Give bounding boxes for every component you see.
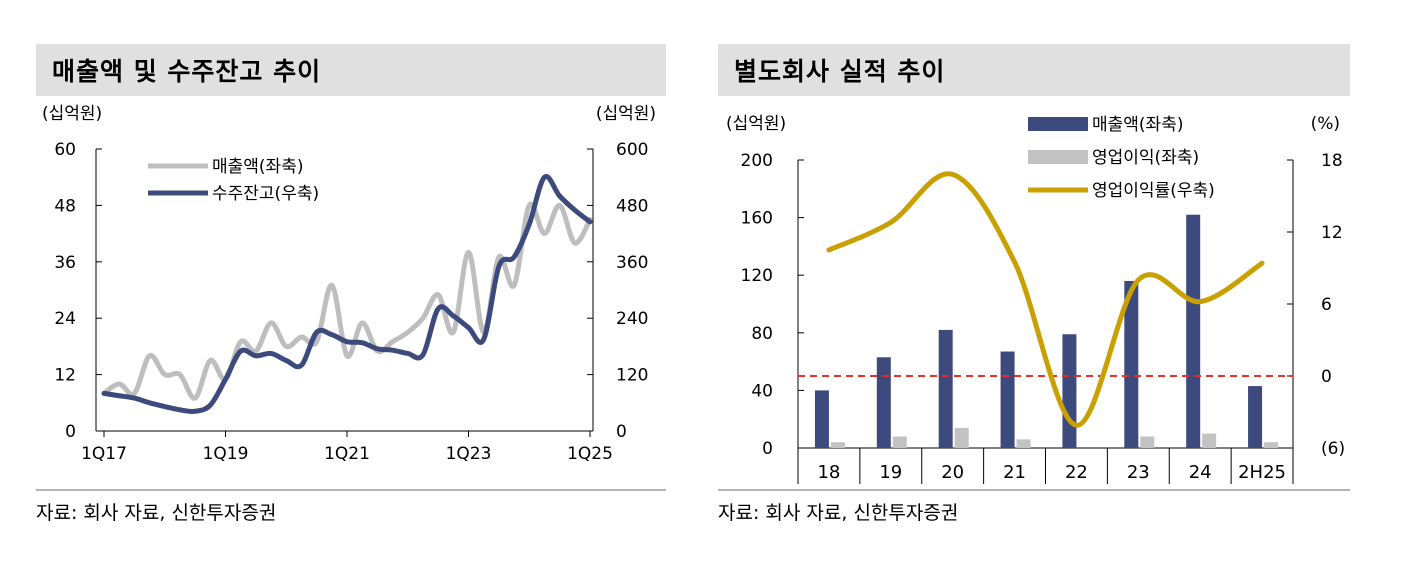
y-right-tick-label: 120 [616,366,648,386]
x-tick-label: 1Q19 [203,444,249,464]
sales-line [101,201,593,401]
x-tick-label: 1Q23 [446,444,492,464]
y-left-tick-label: 0 [762,439,773,459]
legend-label: 매출액(좌축) [1092,115,1183,135]
y-right-tick-label: 12 [1321,223,1343,243]
divider [718,489,1350,491]
panel-title: 매출액 및 수주잔고 추이 [36,44,666,96]
y-right-tick-label: 600 [616,140,648,160]
y-left-unit: (십억원) [726,114,786,134]
sales-backlog-chart: (십억원) (십억원)0122436486001202403604806001Q1… [42,104,656,464]
y-left-tick-label: 48 [54,196,76,216]
y-left-tick-label: 80 [751,324,773,344]
separate-earnings-chart: (십억원) (%) 0 40 80 120 160 200 (6) 0 6 12 18 18 19 20 21 2… [726,114,1345,484]
y-right-unit: (%) [1311,114,1340,134]
x-tick-label: 2H25 [1238,462,1286,483]
operating-profit-bar [892,436,907,448]
y-right-tick-label: 480 [616,196,648,216]
operating-profit-bar [954,427,969,448]
y-right-unit: (십억원) [596,104,656,124]
x-tick-label: 19 [879,462,902,483]
legend-swatch [1028,150,1088,164]
separate-earnings-panel: 별도회사 실적 추이 (십억원) (%) 0 40 80 120 160 200 (6) 0 6 12… [718,44,1350,484]
y-left-tick-label: 36 [54,253,76,273]
sales-bar [814,390,829,448]
legend-label: 영업이익(좌축) [1092,148,1199,168]
sales-bar [876,357,891,448]
y-right-tick-label: (6) [1321,439,1345,459]
y-right-tick-label: 0 [616,422,627,442]
y-right-tick-label: 6 [1321,295,1332,315]
divider [36,489,666,491]
operating-profit-bar [1016,439,1031,448]
x-tick-label: 24 [1189,462,1212,483]
y-left-tick-label: 12 [54,366,76,386]
x-tick-label: 1Q25 [567,444,613,464]
x-tick-label: 18 [817,462,840,483]
operating-margin-line [826,171,1265,428]
operating-profit-bar [1140,436,1155,448]
sales-bar [938,329,953,448]
sales-bar [1124,280,1139,448]
x-tick-label: 21 [1003,462,1026,483]
x-tick-label: 1Q17 [81,444,127,464]
y-right-tick-label: 0 [1321,367,1332,387]
y-left-tick-label: 120 [741,266,773,286]
source-note: 자료: 회사 자료, 신한투자증권 [718,502,959,524]
x-tick-label: 22 [1065,462,1088,483]
legend-label: 수주잔고(우축) [212,184,319,204]
y-left-tick-label: 60 [54,140,76,160]
operating-profit-bar [1264,442,1279,448]
y-left-tick-label: 160 [741,209,773,229]
backlog-line [101,173,593,414]
y-left-tick-label: 40 [751,381,773,401]
y-right-tick-label: 18 [1321,151,1343,171]
legend-label: 영업이익률(우축) [1092,181,1215,201]
panel-title: 별도회사 실적 추이 [718,44,1350,96]
operating-profit-bar [1202,433,1217,448]
sales-bar [1000,351,1015,448]
y-left-unit: (십억원) [42,104,102,124]
sales-bar [1248,386,1263,448]
y-right-tick-label: 240 [616,309,648,329]
x-tick-label: 23 [1127,462,1150,483]
operating-profit-bar [830,442,845,448]
x-tick-label: 1Q21 [324,444,370,464]
source-note: 자료: 회사 자료, 신한투자증권 [36,502,277,524]
sales-bar [1062,334,1077,448]
legend-label: 매출액(좌축) [212,157,303,177]
sales-bar [1186,214,1201,448]
y-left-tick-label: 200 [741,151,773,171]
sales-backlog-panel: 매출액 및 수주잔고 추이 (십억원) (십억원) 0 12 24 36 48 60 0 120 2… [36,44,666,464]
x-tick-label: 20 [941,462,964,483]
y-right-tick-label: 360 [616,253,648,273]
y-left-tick-label: 0 [65,422,76,442]
y-left-tick-label: 24 [54,309,76,329]
legend-swatch [1028,117,1088,131]
